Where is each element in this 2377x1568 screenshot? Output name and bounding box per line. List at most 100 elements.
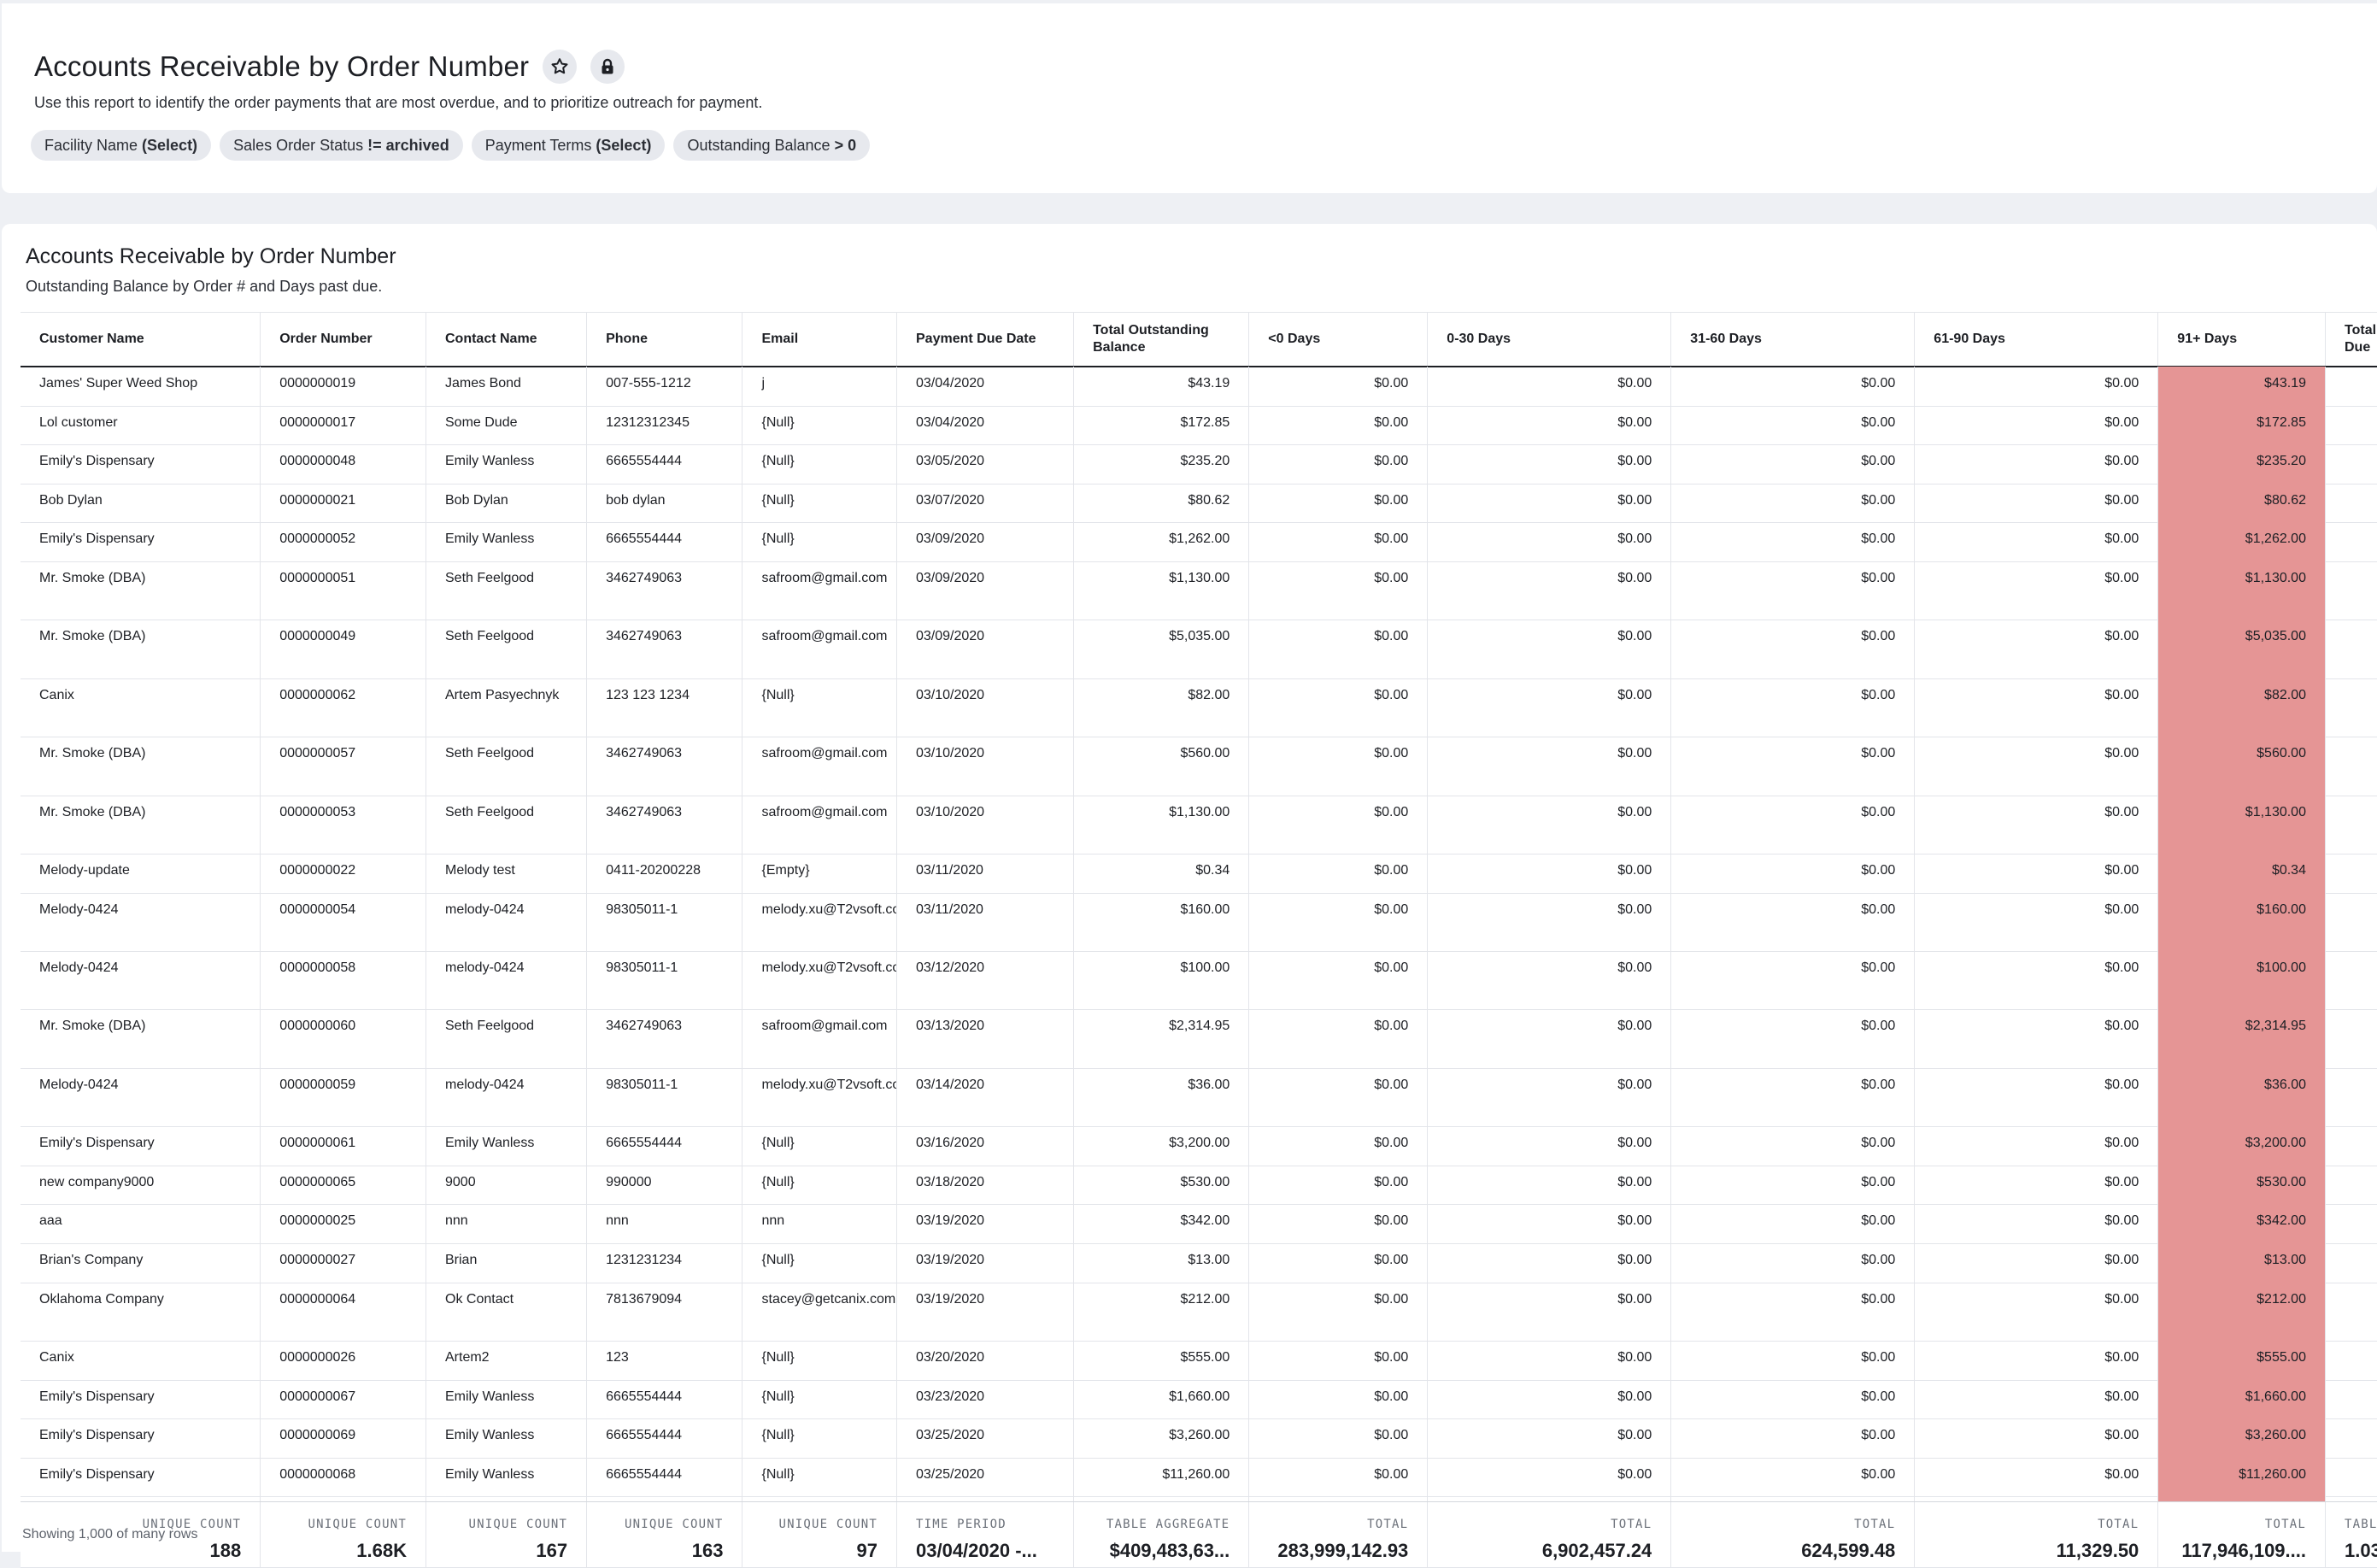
- cell-31-60-days: $0.00: [1671, 854, 1916, 893]
- cell-total-outstanding-balance: $13.00: [1074, 1243, 1250, 1283]
- column-header-label: Order Number: [279, 332, 373, 346]
- cell-contact-name: Ok Contact: [426, 1282, 588, 1341]
- table-row[interactable]: Canix 0000000062 Artem Pasyechnyk 123 123 1…: [21, 678, 2377, 738]
- footer-aggregate-order-number[interactable]: UNIQUE COUNT 1.68K: [261, 1502, 426, 1567]
- cell-0-30-days: $0.00: [1428, 1457, 1672, 1497]
- filter-chip-payment-terms[interactable]: Payment Terms (Select): [471, 130, 666, 161]
- cell-payment-due-date: 03/05/2020: [897, 444, 1075, 484]
- aggregate-value: $409,483,63...: [1109, 1540, 1230, 1561]
- table-row[interactable]: Melody-update 0000000022 Melody test 0411-2…: [21, 854, 2377, 894]
- table-row[interactable]: Emily's Dispensary 0000000069 Emily Wanles…: [21, 1418, 2377, 1459]
- aggregate-value: 03/04/2020 -...: [916, 1540, 1037, 1561]
- table-row[interactable]: Lol customer 0000000017 Some Dude 123123123…: [21, 405, 2377, 446]
- footer-aggregate-customer-name[interactable]: UNIQUE COUNT 188: [21, 1502, 261, 1567]
- cell-0-30-days: $0.00: [1428, 795, 1672, 854]
- table-row[interactable]: Canix 0000000026 Artem2 123 {Null} 03/20/2020…: [21, 1341, 2377, 1381]
- table-row[interactable]: Emily's Dispensary 0000000048 Emily Wanles…: [21, 444, 2377, 484]
- cell-phone: bob dylan: [587, 483, 743, 523]
- cell-customer-name: Emily's Dispensary: [21, 1126, 261, 1166]
- aggregate-label: TABLE AGGREGATE: [1106, 1518, 1230, 1531]
- column-header-customer-name[interactable]: Customer Name: [21, 313, 261, 366]
- cell-total-outstanding-balance: $555.00: [1074, 1341, 1250, 1380]
- filter-chip-sales-order-status[interactable]: Sales Order Status != archived: [220, 130, 463, 161]
- footer-aggregate-contact-name[interactable]: UNIQUE COUNT 167: [426, 1502, 588, 1567]
- table-row[interactable]: aaa 0000000025 nnn nnn nnn 03/19/2020 $342.00 $…: [21, 1204, 2377, 1244]
- table-row[interactable]: Emily's Dispensary0000000070Emily Wanles…: [21, 1496, 2377, 1501]
- cell-31-60-days: $0.00: [1671, 1067, 1916, 1127]
- column-header-email[interactable]: Email: [743, 313, 897, 366]
- lock-icon: [602, 58, 613, 74]
- table-row[interactable]: Oklahoma Company 0000000064 Ok Contact 7813…: [21, 1282, 2377, 1342]
- table-row[interactable]: James' Super Weed Shop 0000000019 James Bo…: [21, 367, 2377, 407]
- cell-payment-due-date: 03/11/2020: [897, 892, 1075, 951]
- cell-31-60-days: $0.00: [1671, 1341, 1916, 1380]
- column-header-0-30-days[interactable]: 0-30 Days: [1428, 313, 1672, 366]
- footer-aggregate-0-30-days[interactable]: TOTAL 6,902,457.24: [1428, 1502, 1672, 1567]
- favorite-button[interactable]: [543, 50, 578, 84]
- cell-total-outstanding-balance: $82.00: [1074, 678, 1250, 737]
- cell-total-days-past-due: 1,815: [2326, 854, 2377, 893]
- table-row[interactable]: Mr. Smoke (DBA) 0000000060 Seth Feelgood 34…: [21, 1009, 2377, 1069]
- table-row[interactable]: Melody-0424 0000000059 melody-0424 98305011…: [21, 1067, 2377, 1128]
- cell-61-90-days: $0.00: [1915, 444, 2159, 484]
- table-body[interactable]: James' Super Weed Shop 0000000019 James Bo…: [21, 367, 2377, 1501]
- footer-aggregate-lt0-days[interactable]: TOTAL 283,999,142.93: [1249, 1502, 1429, 1567]
- filter-label: Outstanding Balance: [687, 137, 835, 154]
- cell-order-number: 0000000053: [261, 795, 426, 854]
- column-header-payment-due-date[interactable]: Payment Due Date: [897, 313, 1075, 366]
- column-header-91-plus-days[interactable]: 91+ Days: [2158, 313, 2326, 366]
- column-header-lt0-days[interactable]: <0 Days: [1249, 313, 1429, 366]
- table-row[interactable]: Mr. Smoke (DBA) 0000000049 Seth Feelgood 34…: [21, 620, 2377, 679]
- aggregate-value: 11,329.50: [2056, 1540, 2139, 1561]
- footer-aggregate-91-plus-days[interactable]: TOTAL 117,946,109....: [2158, 1502, 2326, 1567]
- column-header-total-days-past-due[interactable]: Total Days Past Due: [2326, 313, 2377, 366]
- table-row[interactable]: Melody-0424 0000000058 melody-0424 98305011…: [21, 951, 2377, 1011]
- footer-aggregate-payment-due-date[interactable]: TIME PERIOD 03/04/2020 -...: [897, 1502, 1075, 1567]
- cell-order-number: 0000000069: [261, 1418, 426, 1458]
- table-row[interactable]: Mr. Smoke (DBA) 0000000051 Seth Feelgood 34…: [21, 561, 2377, 621]
- table-row[interactable]: new company9000 0000000065 9000 990000 {Null…: [21, 1165, 2377, 1206]
- table-row[interactable]: Mr. Smoke (DBA) 0000000057 Seth Feelgood 34…: [21, 737, 2377, 796]
- footer-aggregate-phone[interactable]: UNIQUE COUNT 163: [587, 1502, 743, 1567]
- table-row[interactable]: Bob Dylan 0000000021 Bob Dylan bob dylan {Nu…: [21, 483, 2377, 524]
- table-row[interactable]: Melody-0424 0000000054 melody-0424 98305011…: [21, 892, 2377, 952]
- column-header-order-number[interactable]: Order Number: [261, 313, 426, 366]
- cell-phone: 6665554444: [587, 1126, 743, 1166]
- page-title: Accounts Receivable by Order Number: [34, 50, 530, 82]
- table-row[interactable]: Emily's Dispensary 0000000061 Emily Wanles…: [21, 1126, 2377, 1166]
- table-row[interactable]: Emily's Dispensary 0000000067 Emily Wanles…: [21, 1379, 2377, 1420]
- cell-91-plus-days: $0.34: [2158, 854, 2326, 893]
- cell-61-90-days: $0.00: [1915, 892, 2159, 951]
- column-header-phone[interactable]: Phone: [587, 313, 743, 366]
- column-header-contact-name[interactable]: Contact Name: [426, 313, 588, 366]
- cell-total-outstanding-balance: $0.34: [1074, 854, 1250, 893]
- aggregate-label: UNIQUE COUNT: [468, 1518, 568, 1531]
- cell-lt0-days: $0.00: [1249, 1457, 1429, 1497]
- cell-61-90-days: $0.00: [1915, 1204, 2159, 1243]
- column-header-total-outstanding-balance[interactable]: Total Outstanding Balance: [1074, 313, 1250, 366]
- column-header-31-60-days[interactable]: 31-60 Days: [1671, 313, 1916, 366]
- cell-91-plus-days: $36.00: [2158, 1067, 2326, 1127]
- lock-button[interactable]: [590, 50, 625, 84]
- cell-total-days-past-due: 1,816: [2326, 737, 2377, 795]
- footer-aggregate-61-90-days[interactable]: TOTAL 11,329.50: [1915, 1502, 2159, 1567]
- cell-61-90-days: $0.00: [1915, 1418, 2159, 1458]
- table-row[interactable]: Emily's Dispensary 0000000052 Emily Wanles…: [21, 522, 2377, 562]
- footer-aggregate-31-60-days[interactable]: TOTAL 624,599.48: [1671, 1502, 1916, 1567]
- cell-61-90-days: $0.00: [1915, 522, 2159, 561]
- table-row[interactable]: Mr. Smoke (DBA) 0000000053 Seth Feelgood 34…: [21, 795, 2377, 854]
- cell-lt0-days: $0.00: [1249, 522, 1429, 561]
- table-row[interactable]: Brian's Company 0000000027 Brian 1231231234…: [21, 1243, 2377, 1283]
- column-header-61-90-days[interactable]: 61-90 Days: [1915, 313, 2159, 366]
- footer-aggregate-total-outstanding-balance[interactable]: TABLE AGGREGATE $409,483,63...: [1074, 1502, 1250, 1567]
- column-header-label: Customer Name: [39, 332, 144, 346]
- cell-total-outstanding-balance: $172.85: [1074, 405, 1250, 445]
- table-row[interactable]: Emily's Dispensary 0000000068 Emily Wanles…: [21, 1457, 2377, 1498]
- filter-chip-outstanding-balance[interactable]: Outstanding Balance > 0: [673, 130, 871, 161]
- cell-lt0-days: $0.00: [1249, 1165, 1429, 1205]
- filter-chip-facility[interactable]: Facility Name (Select): [31, 130, 212, 161]
- cell-total-days-past-due: 1,807: [2326, 1283, 2377, 1341]
- footer-aggregate-email[interactable]: UNIQUE COUNT 97: [743, 1502, 897, 1567]
- cell-payment-due-date: 03/09/2020: [897, 561, 1075, 620]
- footer-aggregate-total-days-past-due[interactable]: TABLE AGGREGA... 1.03M: [2326, 1502, 2377, 1567]
